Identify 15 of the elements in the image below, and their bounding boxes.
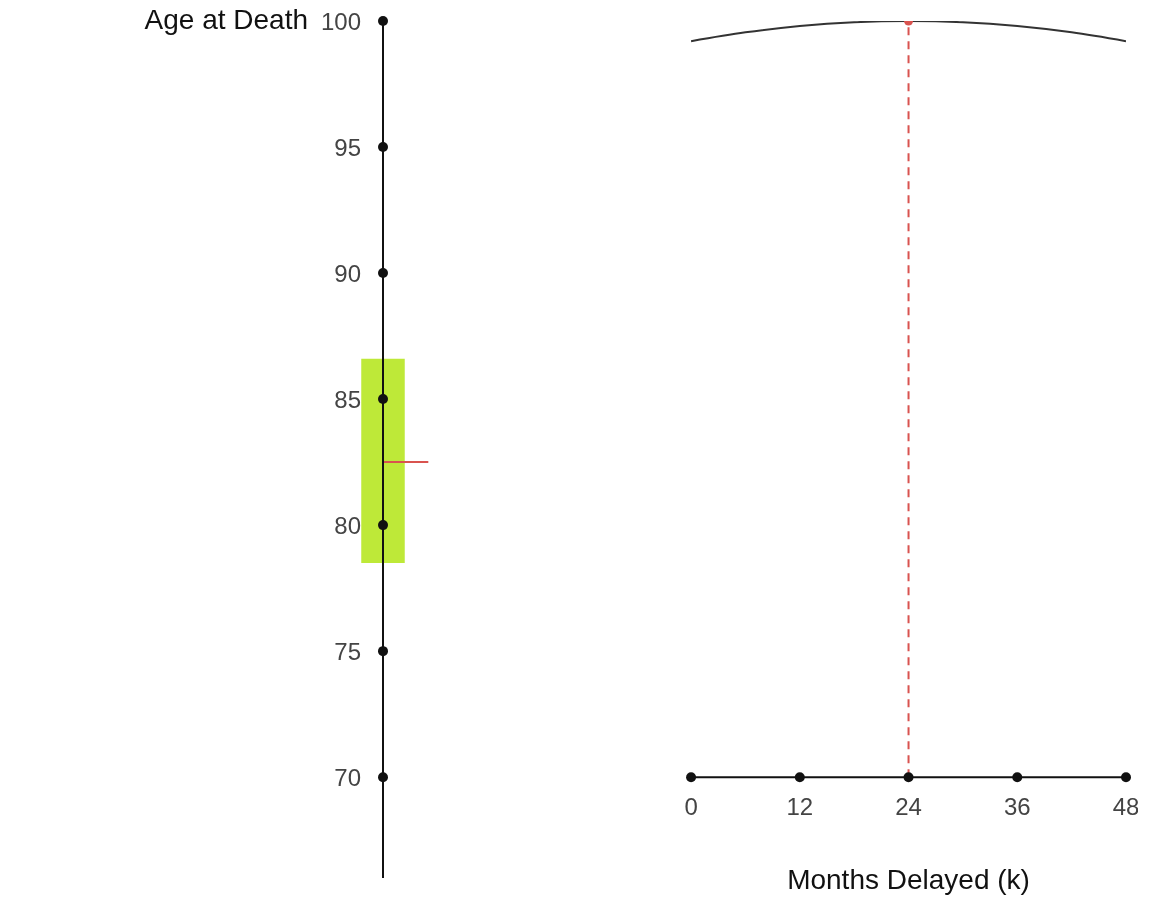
y-tick-label: 85 (334, 385, 361, 413)
x-tick-label: 24 (895, 793, 922, 821)
y-axis-title: Age at Death (144, 4, 308, 36)
y-tick-label: 80 (334, 511, 361, 539)
y-tick-label: 75 (334, 637, 361, 665)
y-tick-label: 90 (334, 259, 361, 287)
x-tick-label: 48 (1112, 793, 1140, 821)
x-tick-label: 36 (1003, 793, 1031, 821)
x-axis-title: Months Delayed (k) (787, 864, 1030, 896)
y-tick-label: 70 (334, 763, 361, 791)
line-series (690, 21, 1126, 43)
x-tick-label: 0 (684, 793, 698, 821)
x-tick-label: 12 (786, 793, 814, 821)
y-tick-label: 95 (334, 133, 361, 161)
y-tick-label: 100 (320, 7, 361, 35)
